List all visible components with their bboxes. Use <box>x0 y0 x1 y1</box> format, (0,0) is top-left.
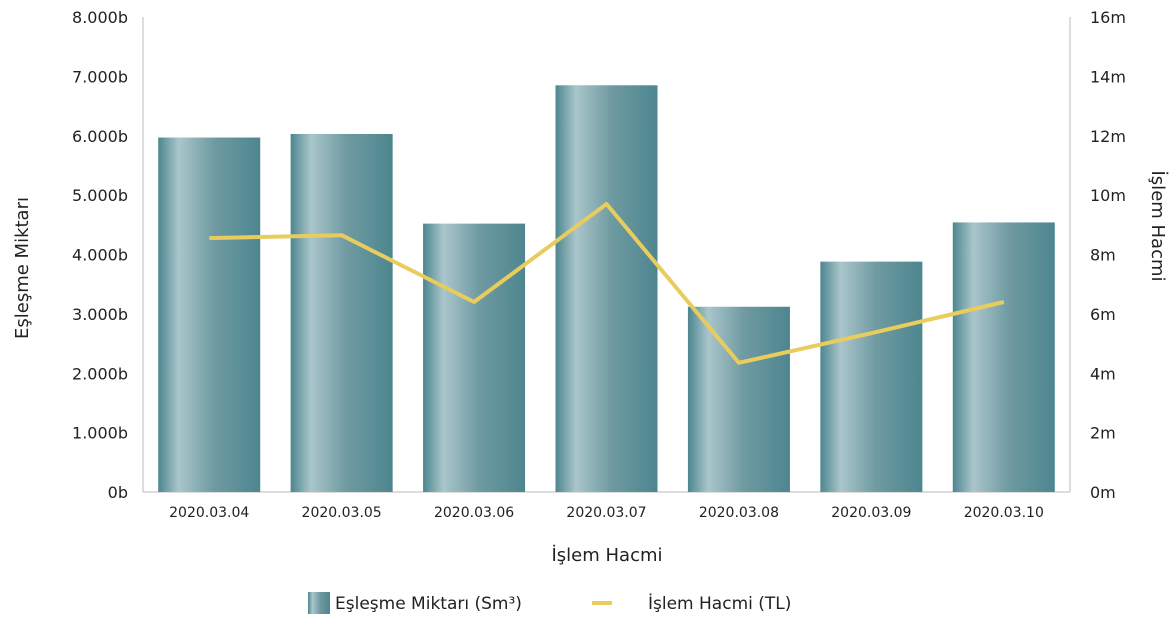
x-tick-label: 2020.03.07 <box>566 505 646 521</box>
y-tick-left-label: 0b <box>108 483 128 502</box>
y-tick-left-label: 5.000b <box>72 186 128 205</box>
bar <box>820 261 923 492</box>
x-tick-label: 2020.03.04 <box>169 505 249 521</box>
y-tick-left-label: 4.000b <box>72 246 128 265</box>
y-tick-right-label: 14m <box>1090 67 1126 86</box>
y-tick-left-label: 8.000b <box>72 8 128 27</box>
y-axis-left-label: Eşleşme Miktarı <box>12 197 33 339</box>
y-tick-right-label: 6m <box>1090 305 1116 324</box>
y-tick-right-label: 8m <box>1090 246 1116 265</box>
y-tick-left-label: 3.000b <box>72 305 128 324</box>
right-y-ticks: 0m 2m 4m 6m 8m 10m 12m 14m 16m <box>1090 8 1126 502</box>
bar <box>158 137 261 492</box>
legend-bar-label: Eşleşme Miktarı (Sm³) <box>335 594 522 614</box>
x-tick-label: 2020.03.06 <box>434 505 514 521</box>
x-ticks: 2020.03.04 2020.03.05 2020.03.06 2020.03.07… <box>169 505 1044 521</box>
left-y-ticks: 0b 1.000b 2.000b 3.000b 4.000b 5.000b 6.000b 7.… <box>72 8 128 502</box>
y-tick-right-label: 10m <box>1090 186 1126 205</box>
bar <box>555 85 658 492</box>
bar <box>423 223 526 492</box>
line-series <box>209 202 1005 365</box>
x-axis-label: İşlem Hacmi <box>551 545 662 566</box>
y-tick-left-label: 2.000b <box>72 364 128 383</box>
x-tick-label: 2020.03.09 <box>831 505 911 521</box>
x-tick-label: 2020.03.08 <box>699 505 779 521</box>
x-tick-label: 2020.03.05 <box>302 505 382 521</box>
y-tick-right-label: 16m <box>1090 8 1126 27</box>
legend-bar-swatch <box>308 592 330 614</box>
legend: Eşleşme Miktarı (Sm³) İşlem Hacmi (TL) <box>308 592 791 614</box>
bar <box>952 222 1055 492</box>
bar <box>687 306 790 492</box>
y-tick-right-label: 2m <box>1090 424 1116 443</box>
y-tick-right-label: 4m <box>1090 364 1116 383</box>
y-tick-left-label: 6.000b <box>72 127 128 146</box>
bar-series <box>158 85 1055 492</box>
y-tick-left-label: 1.000b <box>72 424 128 443</box>
bar <box>290 133 393 492</box>
legend-line-label: İşlem Hacmi (TL) <box>648 593 791 614</box>
y-axis-right-label: İşlem Hacmi <box>1147 170 1168 281</box>
y-tick-right-label: 0m <box>1090 483 1116 502</box>
x-tick-label: 2020.03.10 <box>964 505 1044 521</box>
y-tick-right-label: 12m <box>1090 127 1126 146</box>
y-tick-left-label: 7.000b <box>72 67 128 86</box>
